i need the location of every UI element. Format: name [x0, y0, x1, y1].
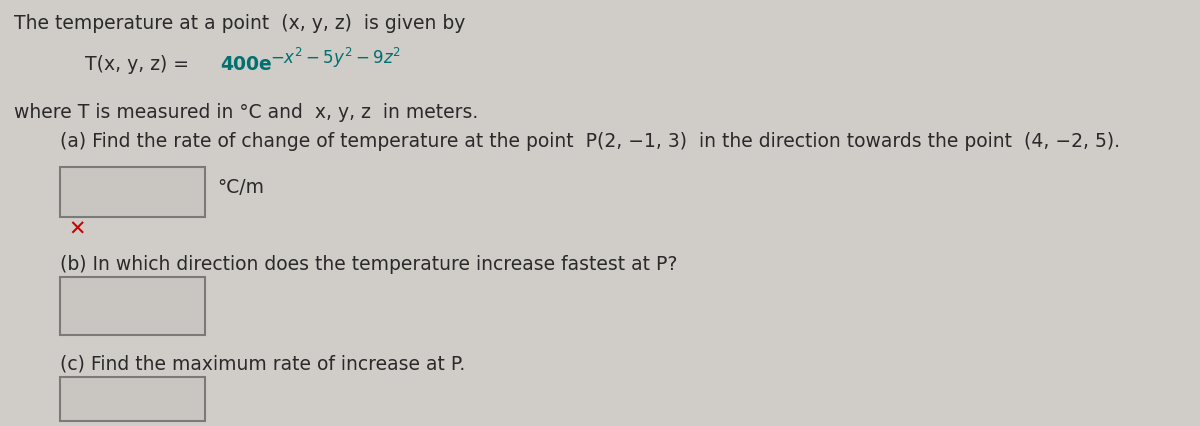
- Text: (c) Find the maximum rate of increase at P.: (c) Find the maximum rate of increase at…: [60, 354, 466, 373]
- Text: (a) Find the rate of change of temperature at the point  P(2, −1, 3)  in the dir: (a) Find the rate of change of temperatu…: [60, 132, 1120, 151]
- Bar: [60, 377, 205, 421]
- Text: ✕: ✕: [68, 219, 85, 239]
- Text: T(x, y, z) =: T(x, y, z) =: [85, 55, 194, 74]
- Text: $-x^2 - 5y^2 - 9z^2$: $-x^2 - 5y^2 - 9z^2$: [270, 46, 401, 70]
- Text: °C/m: °C/m: [217, 178, 264, 196]
- Bar: [60, 277, 205, 335]
- Text: where T is measured in °C and  x, y, z  in meters.: where T is measured in °C and x, y, z in…: [14, 103, 479, 122]
- Text: (b) In which direction does the temperature increase fastest at P?: (b) In which direction does the temperat…: [60, 254, 677, 273]
- Bar: [60, 167, 205, 218]
- Text: 400e: 400e: [220, 55, 271, 74]
- Text: The temperature at a point  (x, y, z)  is given by: The temperature at a point (x, y, z) is …: [14, 14, 466, 33]
